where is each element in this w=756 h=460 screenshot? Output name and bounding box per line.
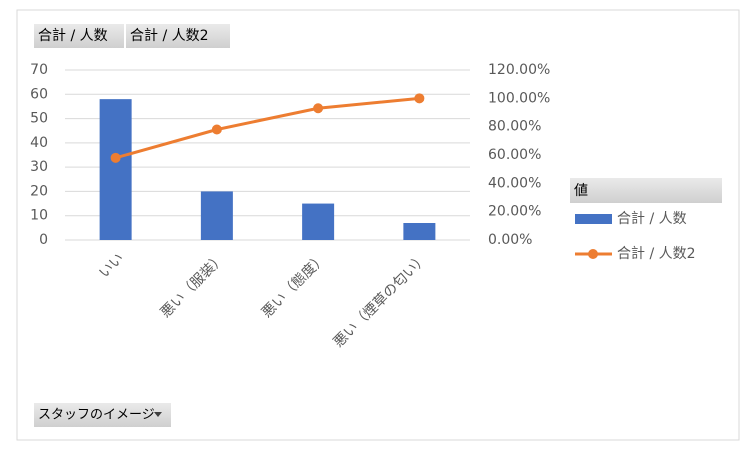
line [115, 96, 420, 160]
value-button-label[interactable]: 合計 / 人数2 [130, 28, 209, 44]
y-tick-label: 30 [30, 159, 48, 175]
y-tick-label: 50 [30, 111, 48, 127]
y2-tick-label: 0.00% [488, 232, 532, 248]
bar [200, 191, 233, 240]
line-marker [211, 124, 222, 135]
chart-border [16, 9, 740, 441]
y2-tick-label: 120.00% [488, 62, 550, 78]
line-marker [110, 152, 121, 163]
legend-title-bg [570, 178, 722, 203]
dropdown-arrow[interactable] [154, 412, 162, 417]
y-tick-label: 0 [39, 232, 48, 248]
value-button[interactable] [126, 24, 230, 48]
bar [302, 203, 335, 240]
filter-button[interactable] [34, 403, 171, 427]
line-marker [414, 93, 425, 104]
y2-tick-label: 100.00% [488, 90, 550, 106]
y-tick-label: 10 [30, 208, 48, 224]
y2-tick-label: 20.00% [488, 204, 541, 220]
y2-tick-label: 60.00% [488, 147, 541, 163]
y-tick-label: 70 [30, 62, 48, 78]
y2-tick-label: 80.00% [488, 119, 541, 135]
filter-button-label[interactable]: スタッフのイメージ [38, 408, 155, 423]
legend-swatch [575, 214, 612, 224]
legend-label: 合計 / 人数2 [617, 246, 696, 262]
line-marker [313, 103, 324, 114]
y-tick-label: 20 [30, 183, 48, 199]
legend-title: 値 [574, 183, 588, 199]
y2-tick-label: 40.00% [488, 175, 541, 191]
legend-label: 合計 / 人数 [617, 211, 687, 227]
value-button-label[interactable]: 合計 / 人数 [38, 28, 108, 44]
y-tick-label: 40 [30, 135, 48, 151]
y-tick-label: 60 [30, 86, 48, 102]
legend-swatch [588, 249, 598, 259]
bar [99, 99, 132, 241]
bar [403, 223, 436, 240]
value-button[interactable] [34, 24, 124, 48]
